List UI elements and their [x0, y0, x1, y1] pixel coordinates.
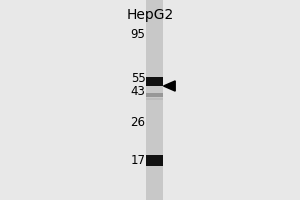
Bar [146, 0, 163, 200]
Text: 43: 43 [130, 85, 146, 98]
Text: 95: 95 [130, 28, 146, 42]
Bar [146, 98, 163, 100]
Polygon shape [164, 81, 175, 91]
Bar [146, 93, 163, 97]
Bar [146, 154, 163, 166]
Bar [146, 77, 163, 86]
Text: HepG2: HepG2 [126, 8, 174, 22]
Text: 55: 55 [131, 72, 146, 86]
Text: 17: 17 [130, 154, 146, 168]
Text: 26: 26 [130, 116, 146, 130]
